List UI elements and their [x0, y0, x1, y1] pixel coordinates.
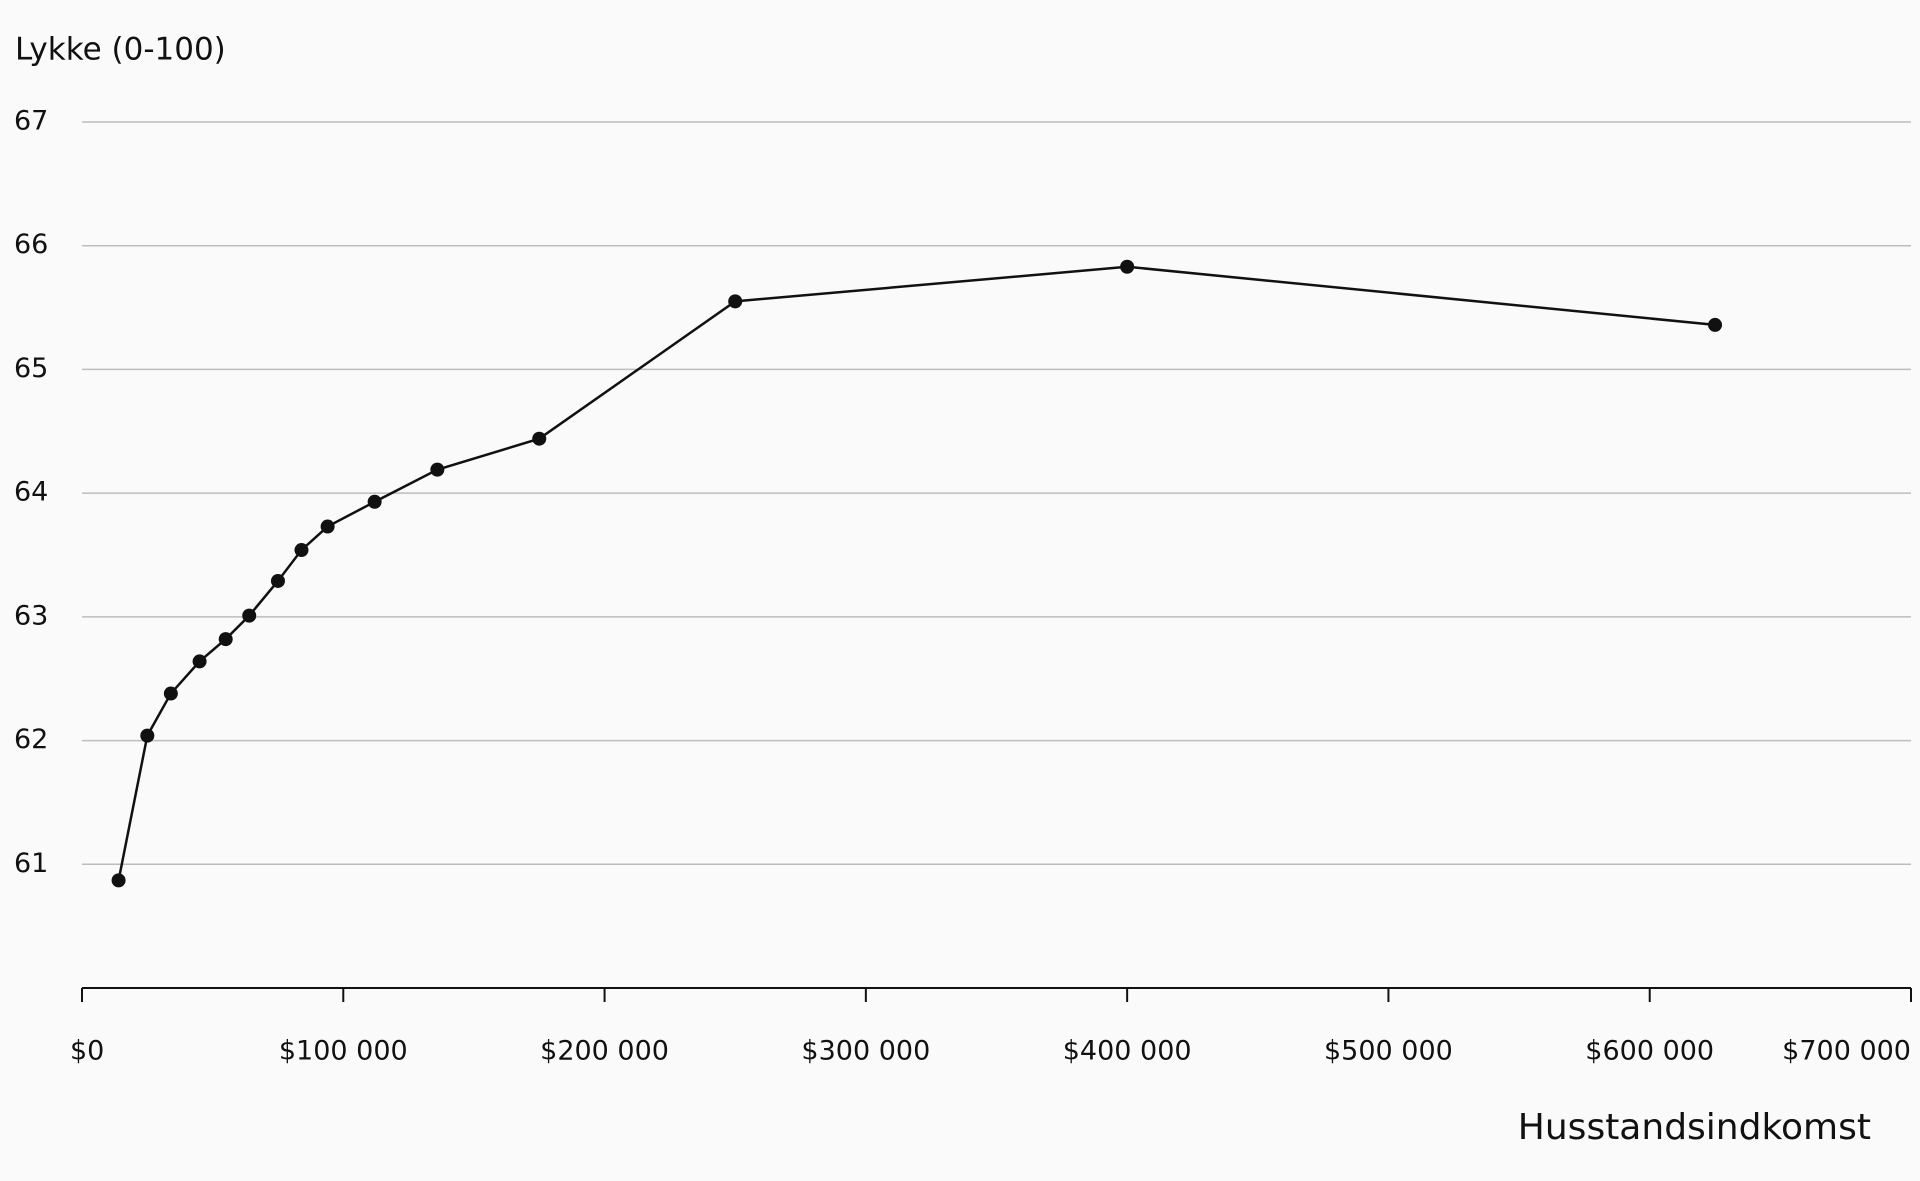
- x-tick-label: $500 000: [1324, 1036, 1453, 1067]
- line: [117, 265, 1716, 881]
- marker: [320, 519, 335, 534]
- y-tick-label: 65: [14, 353, 48, 384]
- y-tick-label: 62: [14, 724, 48, 755]
- x-tick-label: $200 000: [540, 1036, 669, 1067]
- x-tick-label: $300 000: [801, 1036, 930, 1067]
- x-tick-label: $600 000: [1585, 1036, 1714, 1067]
- marker: [532, 431, 547, 446]
- marker: [218, 632, 233, 647]
- y-tick-label: 63: [14, 600, 48, 631]
- x-tick-label: $0: [70, 1036, 104, 1067]
- marker: [111, 873, 126, 888]
- y-tick-label: 66: [14, 229, 48, 260]
- marker: [728, 294, 743, 309]
- marker: [430, 462, 445, 477]
- y-tick-label: 64: [14, 477, 48, 508]
- y-tick-label: 61: [14, 848, 48, 879]
- marker: [242, 608, 257, 623]
- marker: [270, 573, 285, 588]
- marker: [367, 494, 382, 509]
- marker: [294, 543, 309, 558]
- marker: [140, 728, 155, 743]
- x-tick-label: $400 000: [1063, 1036, 1192, 1067]
- x-axis-title: Husstandsindkomst: [1518, 1107, 1871, 1148]
- marker: [1708, 317, 1723, 332]
- marker: [192, 654, 207, 669]
- x-tick-label: $700 000: [1782, 1036, 1911, 1067]
- y-tick-label: 67: [14, 106, 48, 137]
- y-axis-title: Lykke (0-100): [15, 32, 226, 68]
- marker: [1120, 259, 1135, 274]
- marker: [163, 686, 178, 701]
- x-tick-label: $100 000: [279, 1036, 408, 1067]
